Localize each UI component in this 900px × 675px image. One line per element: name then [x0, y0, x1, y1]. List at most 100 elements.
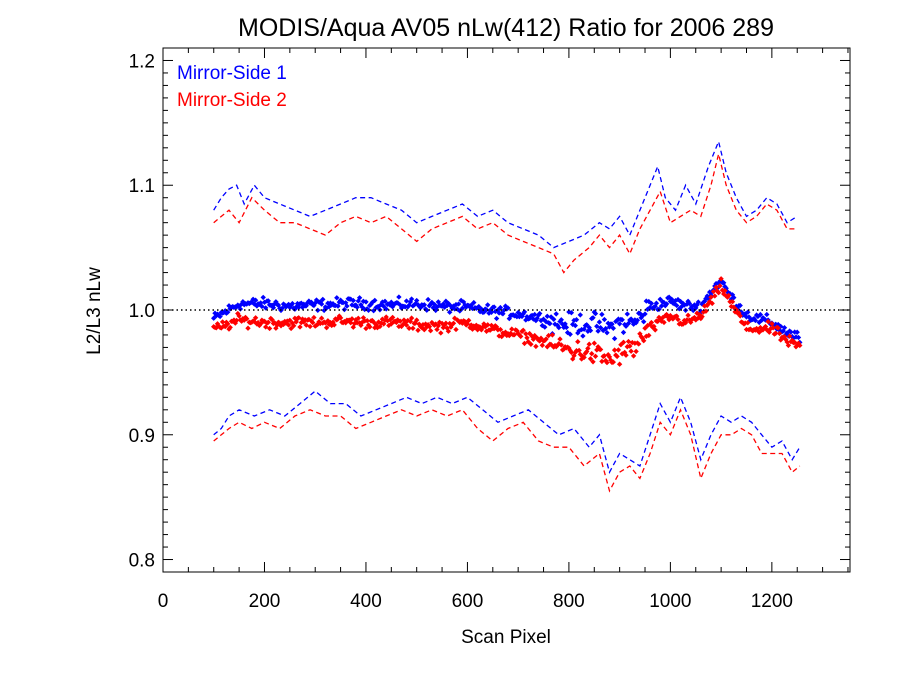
data-point: [674, 302, 680, 309]
data-point: [775, 325, 781, 331]
data-point: [453, 326, 459, 333]
data-point: [532, 311, 538, 318]
x-tick-label: 0: [158, 591, 169, 612]
data-point: [737, 313, 743, 319]
y-tick-label: 0.8: [129, 551, 155, 572]
data-point: [354, 304, 360, 310]
legend-label-1: Mirror-Side 1: [177, 63, 287, 84]
data-point: [344, 303, 350, 309]
data-point: [652, 327, 658, 333]
data-point: [331, 322, 337, 328]
data-point: [752, 317, 759, 324]
data-point: [592, 353, 599, 359]
data-point: [415, 327, 421, 333]
data-point: [657, 296, 663, 302]
data-point: [686, 300, 693, 307]
data-point: [590, 315, 596, 321]
data-point: [443, 320, 449, 326]
data-point: [661, 319, 667, 326]
series-1-upper-bound-line: [213, 139, 798, 249]
data-point: [596, 319, 603, 325]
data-point: [367, 324, 373, 330]
data-point: [648, 319, 655, 326]
axis-layer: 0 200 400 600 800 1000 1200 0.8 0.9 1.0 1.1 1.2: [129, 48, 850, 612]
data-point: [586, 341, 592, 347]
data-point: [414, 297, 420, 304]
data-point: [567, 331, 573, 337]
data-point: [497, 304, 504, 311]
data-point: [641, 319, 647, 325]
data-point: [493, 315, 500, 322]
y-tick-label: 1.0: [129, 301, 155, 322]
data-point: [349, 316, 355, 322]
data-point: [599, 358, 605, 365]
data-point: [363, 299, 369, 305]
data-point: [323, 325, 330, 331]
data-point: [785, 342, 792, 349]
data-point: [485, 302, 491, 308]
data-point: [533, 343, 539, 350]
data-point: [350, 297, 356, 304]
data-point: [634, 317, 641, 323]
data-point: [396, 294, 402, 300]
data-point: [620, 339, 627, 345]
data-point: [675, 316, 681, 323]
series-layer: [211, 139, 803, 493]
legend: Mirror-Side 1 Mirror-Side 2: [177, 63, 287, 111]
data-point: [642, 311, 648, 317]
legend-label-2: Mirror-Side 2: [177, 90, 287, 111]
data-point: [521, 340, 528, 347]
data-point: [382, 298, 388, 304]
data-point: [603, 325, 609, 332]
data-point: [549, 332, 556, 338]
data-point: [788, 329, 794, 335]
data-point: [563, 324, 570, 331]
data-point: [406, 325, 412, 331]
data-point: [580, 333, 586, 339]
data-point: [599, 311, 605, 318]
data-point: [520, 327, 526, 333]
data-point: [537, 310, 543, 317]
data-point: [425, 296, 431, 303]
series-1-points: [211, 278, 803, 346]
data-point: [636, 341, 642, 347]
data-point: [445, 328, 452, 334]
data-point: [587, 356, 594, 362]
data-point: [709, 300, 715, 307]
data-point: [591, 340, 597, 346]
data-point: [577, 312, 583, 318]
data-point: [335, 303, 341, 309]
data-point: [363, 325, 369, 332]
data-point: [518, 333, 524, 340]
data-point: [611, 335, 618, 342]
data-point: [466, 317, 472, 324]
data-point: [625, 338, 632, 345]
data-point: [792, 339, 798, 346]
data-point: [773, 330, 779, 336]
data-point: [355, 315, 361, 321]
data-point: [585, 345, 591, 352]
data-point: [266, 325, 273, 332]
data-point: [497, 326, 504, 333]
data-point: [289, 300, 296, 307]
data-point: [372, 297, 378, 304]
data-point: [287, 317, 293, 323]
data-point: [427, 328, 434, 334]
data-point: [225, 309, 231, 315]
data-point: [297, 324, 303, 330]
data-point: [601, 316, 608, 323]
data-point: [421, 302, 427, 308]
data-point: [648, 300, 655, 307]
y-axis-label: L2/L3 nLw: [84, 267, 105, 355]
data-point: [424, 307, 430, 313]
data-point: [307, 323, 313, 330]
data-point: [252, 297, 259, 303]
data-point: [403, 322, 410, 328]
data-point: [408, 315, 415, 321]
data-point: [568, 349, 575, 356]
data-point: [757, 311, 764, 318]
data-point: [764, 311, 770, 318]
data-point: [356, 295, 363, 301]
data-point: [685, 312, 691, 318]
data-point: [717, 283, 723, 289]
